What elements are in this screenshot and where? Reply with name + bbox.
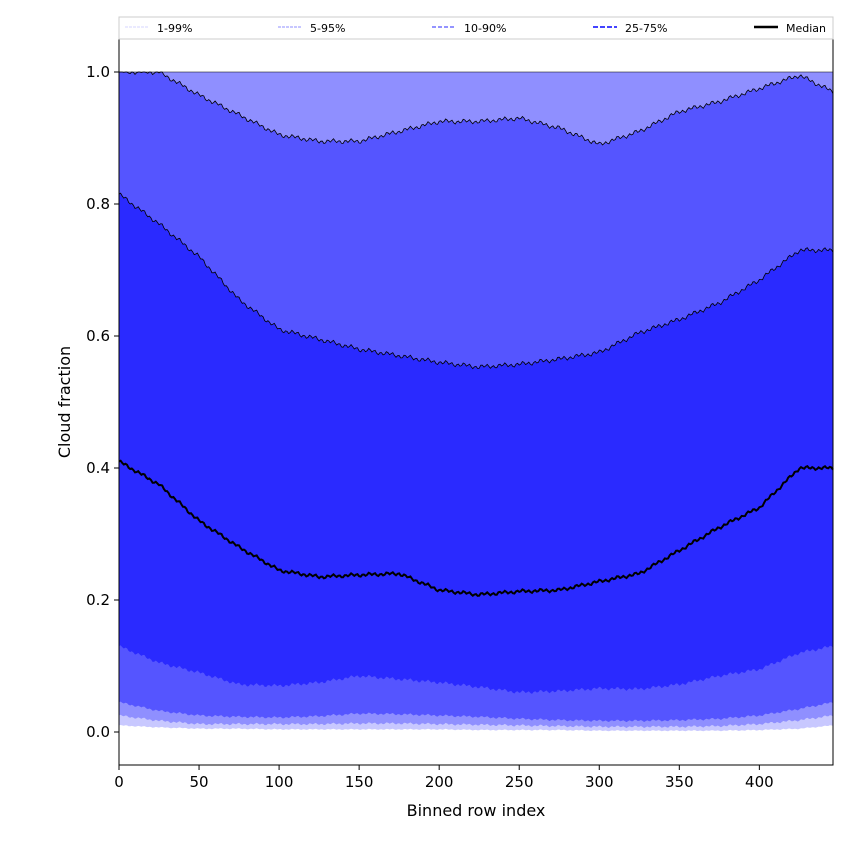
band-25-75 [119, 193, 833, 694]
y-tick-label: 0.4 [86, 459, 110, 477]
x-axis-label: Binned row index [407, 801, 546, 820]
x-tick-label: 100 [265, 773, 294, 791]
legend-label: 1-99% [157, 22, 192, 35]
p90-line [119, 71, 834, 146]
x-tick-label: 350 [665, 773, 694, 791]
x-tick-label: 300 [585, 773, 614, 791]
percentile-bands [119, 72, 833, 732]
y-tick-label: 1.0 [86, 63, 110, 81]
y-tick-label: 0.8 [86, 195, 110, 213]
legend-label: Median [786, 22, 826, 35]
x-axis-ticks: 0 50 100 150 200 250 300 350 400 [114, 765, 774, 791]
legend-label: 10-90% [464, 22, 506, 35]
y-tick-label: 0.6 [86, 327, 110, 345]
x-tick-label: 400 [745, 773, 774, 791]
legend: 1-99% 5-95% 10-90% 25-75% Median [118, 16, 834, 40]
legend-label: 5-95% [310, 22, 345, 35]
y-tick-label: 0.2 [86, 591, 110, 609]
y-axis-label: Cloud fraction [55, 346, 74, 458]
x-tick-label: 150 [345, 773, 374, 791]
legend-box [118, 16, 834, 40]
y-axis-ticks: 0.0 0.2 0.4 0.6 0.8 1.0 [86, 63, 119, 741]
legend-label: 25-75% [625, 22, 667, 35]
x-tick-label: 0 [114, 773, 124, 791]
p75-line [118, 192, 834, 370]
percentile-lines [118, 71, 834, 597]
median-line [118, 459, 834, 597]
x-tick-label: 250 [505, 773, 534, 791]
x-tick-label: 50 [189, 773, 208, 791]
x-tick-label: 200 [425, 773, 454, 791]
y-tick-label: 0.0 [86, 723, 110, 741]
